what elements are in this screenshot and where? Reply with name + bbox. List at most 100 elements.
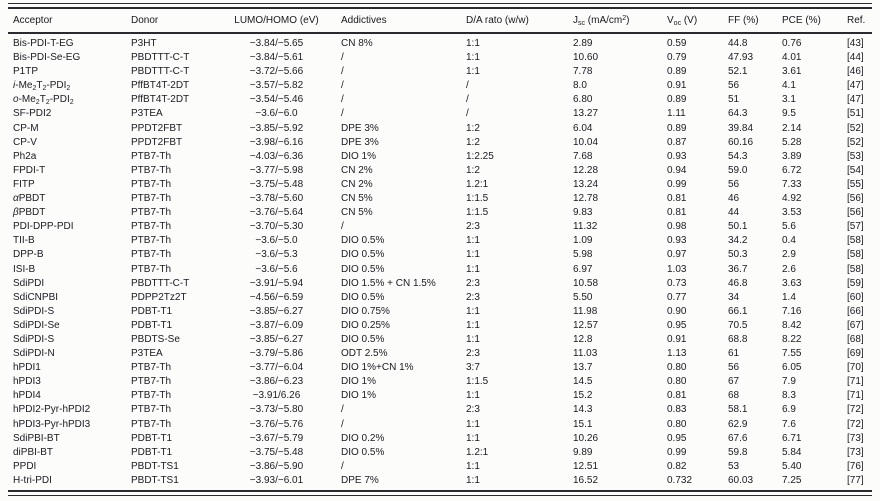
cell-d-a-rato-w-w: 1:1: [466, 333, 480, 345]
cell-lumo-homo-ev: −3.85/−6.27: [249, 305, 304, 317]
cell-d-a-rato-w-w: 1:1: [466, 390, 480, 402]
table-row: CP-V PPDT2FBT −3.98/−6.16 DPE 3% 1:2 10.04 0.8…: [8, 136, 872, 150]
table-row: αPBDT PTB7-Th −3.78/−5.60 CN 5% 1:1.5 12.78 0.…: [8, 192, 872, 206]
cell-d-a-rato-w-w: 1:1.5: [466, 207, 489, 219]
cell-d-a-rato-w-w: 2:3: [466, 404, 480, 416]
cell-acceptor: βPBDT: [13, 207, 46, 219]
cell-v-oc-v: 0.83: [667, 404, 687, 416]
cell-ref: [52]: [847, 136, 864, 148]
cell-ff: 51: [728, 94, 740, 106]
cell-addictives: /: [341, 52, 344, 64]
cell-donor: PTB7-Th: [131, 235, 172, 247]
cell-ff: 47.93: [728, 52, 754, 64]
cell-j-sc-ma-cm-2: 11.03: [573, 348, 598, 360]
cell-ref: [73]: [847, 432, 864, 444]
table-row: SdiPDI PBDTTT-C-T −3.91/−5.94 DIO 1.5% + CN…: [8, 277, 872, 291]
cell-d-a-rato-w-w: 2:3: [466, 221, 480, 233]
table-row: SdiPDI-Se PDBT-T1 −3.87/−6.09 DIO 0.25% 1:1 1…: [8, 319, 872, 333]
cell-addictives: DPE 7%: [341, 474, 379, 486]
cell-ff: 56: [728, 362, 740, 374]
cell-ff: 60.03: [728, 474, 754, 486]
cell-j-sc-ma-cm-2: 15.2: [573, 390, 593, 402]
table-row: o-Me2T2-PDI2 PffBT4T-2DT −3.54/−5.46 / / 6.80…: [8, 93, 872, 107]
cell-ref: [57]: [847, 221, 864, 233]
header-cell-v-oc-v: Voc (V): [662, 9, 723, 34]
cell-v-oc-v: 0.91: [667, 333, 687, 345]
top-inner-rule: [8, 7, 872, 9]
table-row: SdiPDI-S PDBT-T1 −3.85/−6.27 DIO 0.75% 1:1 11…: [8, 305, 872, 319]
cell-ref: [60]: [847, 291, 864, 303]
cell-pce: 7.55: [782, 348, 802, 360]
cell-v-oc-v: 0.89: [667, 66, 687, 78]
cell-ff: 39.84: [728, 122, 754, 134]
cell-j-sc-ma-cm-2: 13.24: [573, 178, 599, 190]
cell-d-a-rato-w-w: /: [466, 94, 469, 106]
cell-ff: 66.1: [728, 305, 748, 317]
cell-donor: PBDTTT-C-T: [131, 52, 190, 64]
cell-lumo-homo-ev: −3.78/−5.60: [249, 193, 304, 205]
cell-acceptor: SF-PDI2: [13, 108, 52, 120]
cell-ref: [58]: [847, 249, 864, 261]
cell-donor: PDBT-T1: [131, 305, 173, 317]
cell-ref: [67]: [847, 319, 864, 331]
cell-ref: [69]: [847, 348, 864, 360]
cell-v-oc-v: 0.87: [667, 136, 687, 148]
cell-v-oc-v: 0.93: [667, 150, 687, 162]
cell-acceptor: DPP-B: [13, 249, 44, 261]
cell-j-sc-ma-cm-2: 8.0: [573, 80, 587, 92]
cell-donor: PTB7-Th: [131, 390, 172, 402]
cell-addictives: DIO 0.25%: [341, 319, 390, 331]
cell-lumo-homo-ev: −3.85/−5.92: [249, 122, 304, 134]
cell-lumo-homo-ev: −3.77/−5.98: [249, 164, 304, 176]
cell-d-a-rato-w-w: 1:1: [466, 52, 480, 64]
cell-addictives: DIO 1.5% + CN 1.5%: [341, 277, 436, 289]
cell-acceptor: SdiPDI-S: [13, 305, 55, 317]
cell-addictives: DIO 0.5%: [341, 249, 385, 261]
cell-j-sc-ma-cm-2: 12.8: [573, 333, 593, 345]
cell-pce: 3.53: [782, 207, 802, 219]
cell-lumo-homo-ev: −3.85/−6.27: [249, 333, 304, 345]
cell-donor: PDBT-T1: [131, 319, 173, 331]
cell-v-oc-v: 0.59: [667, 38, 687, 49]
cell-lumo-homo-ev: −3.54/−5.46: [249, 94, 304, 106]
cell-donor: PBDTS-Se: [131, 333, 180, 345]
cell-j-sc-ma-cm-2: 15.1: [573, 418, 593, 430]
cell-acceptor: i-Me2T2-PDI2: [13, 80, 71, 93]
cell-donor: PffBT4T-2DT: [131, 94, 190, 106]
cell-j-sc-ma-cm-2: 6.80: [573, 94, 593, 106]
cell-ff: 62.9: [728, 418, 748, 430]
cell-j-sc-ma-cm-2: 14.5: [573, 376, 593, 388]
cell-donor: P3HT: [131, 38, 157, 49]
cell-donor: PTB7-Th: [131, 418, 172, 430]
data-table: Acceptor Donor LUMO/HOMO (eV) Addictives D/A…: [8, 9, 872, 488]
cell-j-sc-ma-cm-2: 14.3: [573, 404, 593, 416]
table-row: Bis-PDI-Se-EG PBDTTT-C-T −3.84/−5.61 / 1:1 10…: [8, 51, 872, 65]
cell-acceptor: H-tri-PDI: [13, 474, 52, 486]
cell-donor: PDPP2Tz2T: [131, 291, 187, 303]
header-cell-acceptor: Acceptor: [8, 9, 126, 34]
cell-acceptor: TII-B: [13, 235, 35, 247]
cell-j-sc-ma-cm-2: 5.50: [573, 291, 593, 303]
cell-pce: 6.71: [782, 432, 802, 444]
cell-ff: 58.1: [728, 404, 748, 416]
cell-addictives: DIO 0.5%: [341, 333, 385, 345]
cell-pce: 6.72: [782, 164, 802, 176]
cell-pce: 0.4: [782, 235, 796, 247]
cell-ff: 59.8: [728, 446, 748, 458]
cell-pce: 4.01: [782, 52, 802, 64]
cell-d-a-rato-w-w: 1:2: [466, 136, 480, 148]
cell-acceptor: hPDI1: [13, 362, 41, 374]
cell-lumo-homo-ev: −3.73/−5.80: [249, 404, 304, 416]
cell-lumo-homo-ev: −3.91/6.26: [252, 390, 301, 402]
cell-addictives: DIO 0.5%: [341, 446, 385, 458]
cell-v-oc-v: 0.79: [667, 52, 687, 64]
cell-v-oc-v: 1.13: [667, 348, 687, 360]
cell-donor: PTB7-Th: [131, 164, 172, 176]
cell-v-oc-v: 1.03: [667, 263, 687, 275]
cell-acceptor: hPDI2-Pyr-hPDI2: [13, 404, 91, 416]
cell-donor: PDBT-T1: [131, 432, 173, 444]
cell-v-oc-v: 0.97: [667, 249, 687, 261]
cell-lumo-homo-ev: −3.91/−5.94: [249, 277, 304, 289]
cell-addictives: DIO 1%: [341, 376, 377, 388]
cell-ff: 68: [728, 390, 740, 402]
